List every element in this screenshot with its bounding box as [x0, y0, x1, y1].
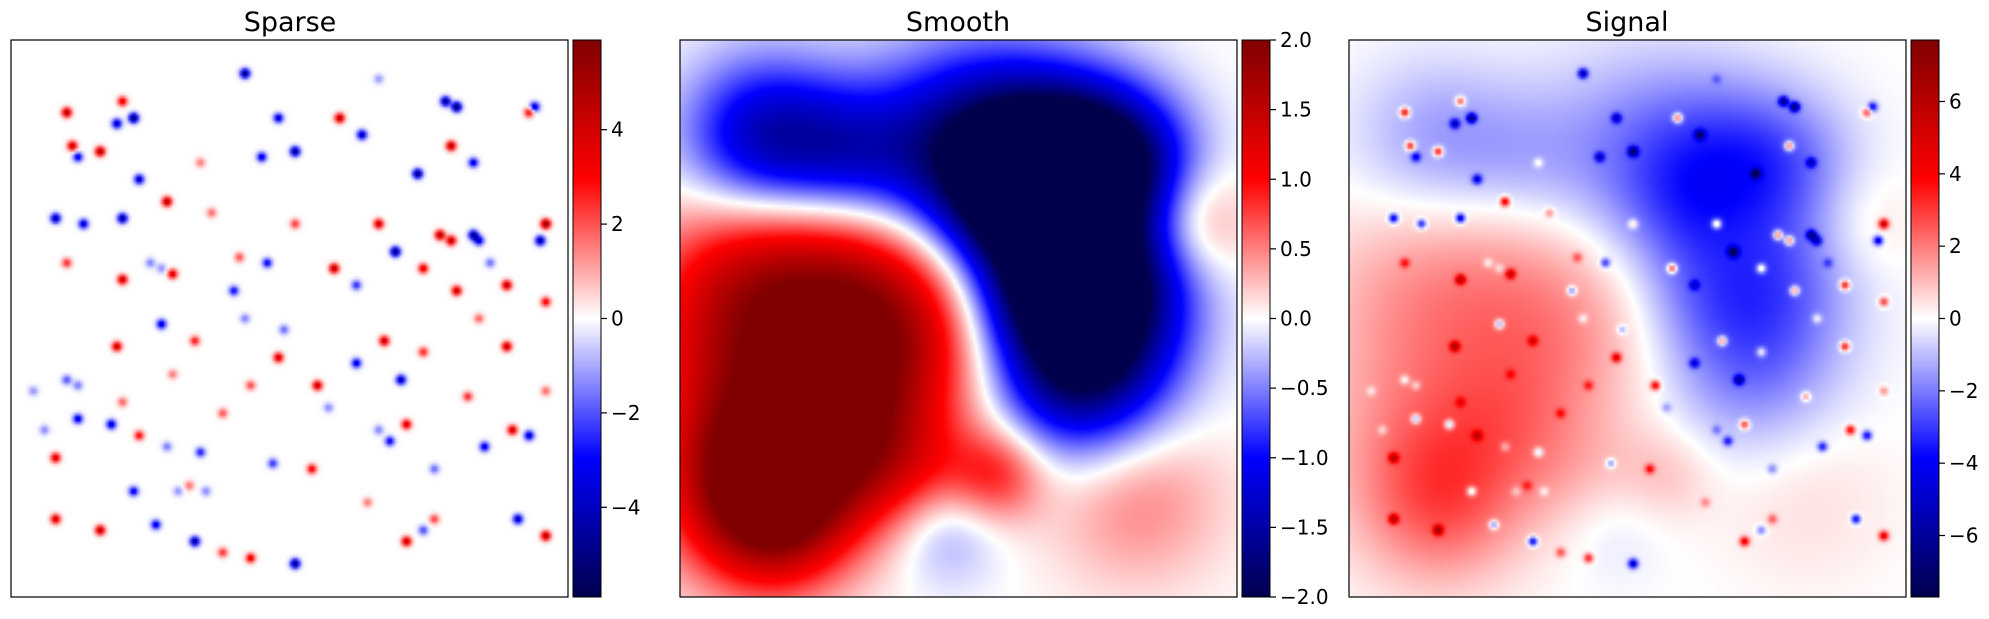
panel-sparse: Sparse −4 −2 0 2 4	[10, 7, 640, 598]
colorbar-tick-label: 2	[611, 212, 624, 236]
colorbar-tick-label: 1.0	[1280, 167, 1312, 191]
colorbar-signal	[1910, 39, 1940, 598]
heatmap-image-smooth	[680, 40, 1237, 597]
panel-title-signal: Signal	[1586, 7, 1669, 38]
colorbar-ticks-sparse: −4 −2 0 2 4	[601, 118, 640, 519]
colorbar-tick-label: 4	[611, 118, 624, 142]
colorbar-tick-label: 0.0	[1280, 307, 1312, 331]
panel-signal: Signal −6 −4 −2 0 2 4 6	[1348, 7, 1978, 598]
colorbar-tick-label: −1.0	[1280, 446, 1329, 470]
colorbar-tick-label: −2	[611, 401, 640, 425]
colorbar-tick-label: 4	[1949, 162, 1962, 186]
panel-title-sparse: Sparse	[244, 7, 337, 38]
colorbar-ticks-smooth: −2.0 −1.5 −1.0 −0.5 0.0 0.5 1.0 1.5 2.0	[1270, 28, 1329, 609]
colorbar-tick-label: −2.0	[1280, 585, 1329, 609]
colorbar-tick-label: −4	[1949, 451, 1978, 475]
colorbar-tick-label: 0	[611, 307, 624, 331]
plot-frame-smooth	[679, 39, 1238, 598]
colorbar-tick-label: −1.5	[1280, 515, 1329, 539]
colorbar-ticks-signal: −6 −4 −2 0 2 4 6	[1939, 89, 1978, 548]
colorbar-tick-label: −6	[1949, 524, 1978, 548]
heatmap-image-signal	[1349, 40, 1906, 597]
colorbar-tick-label: 1.5	[1280, 98, 1312, 122]
colorbar-tick-label: −2	[1949, 379, 1978, 403]
colorbar-tick-label: 2	[1949, 234, 1962, 258]
heatmap-image-sparse	[11, 40, 568, 597]
colorbar-tick-label: −4	[611, 495, 640, 519]
colorbar-tick-label: 0	[1949, 307, 1962, 331]
plot-frame-signal	[1348, 39, 1907, 598]
colorbar-sparse	[572, 39, 602, 598]
colorbar-tick-label: 2.0	[1280, 28, 1312, 52]
panel-smooth: Smooth −2.0 −1.5 −1.0 −0.5 0.0 0.5 1.0 1.5 2.0	[679, 7, 1329, 609]
colorbar-tick-label: 0.5	[1280, 237, 1312, 261]
colorbar-smooth	[1241, 39, 1271, 598]
panel-title-smooth: Smooth	[906, 7, 1010, 38]
colorbar-tick-label: −0.5	[1280, 376, 1329, 400]
plot-frame-sparse	[10, 39, 569, 598]
colorbar-tick-label: 6	[1949, 89, 1962, 113]
